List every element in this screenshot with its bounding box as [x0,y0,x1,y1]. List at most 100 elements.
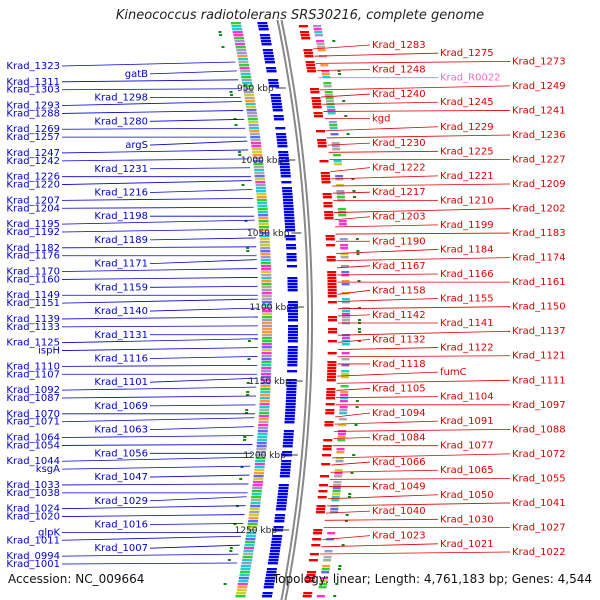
marker-dash [229,550,233,552]
gene-label-right: Krad_1210 [440,195,494,206]
cog-block [261,370,272,373]
reverse-gene [311,97,321,100]
cog-block-right [323,556,332,559]
cog-block [256,196,267,199]
cog-block [261,295,272,298]
cog-block [261,334,272,337]
leader-line-right [337,330,511,336]
forward-gene [258,25,269,28]
gene-label-right: Krad_1150 [512,302,566,313]
leader-line-right [337,265,371,269]
cog-block-right [338,214,347,217]
cog-block [242,82,253,85]
cog-block [255,460,266,463]
cog-block [256,451,266,454]
leader-line-right [335,224,439,228]
gene-label-left: Krad_1288 [6,108,60,119]
forward-gene [280,466,291,469]
gene-label-left: Krad_1101 [94,377,148,388]
forward-gene [287,286,298,289]
forward-gene [287,349,298,352]
cog-block [257,208,268,211]
gene-label-right: Krad_1094 [372,408,426,419]
forward-gene [269,553,280,556]
reverse-gene [327,364,337,367]
forward-gene [284,415,295,418]
reverse-gene [327,280,337,283]
cog-block [260,388,271,391]
cog-block [261,352,272,355]
gene-label-left: Krad_1029 [94,496,148,507]
gene-label-right: kgd [372,114,391,125]
forward-gene [285,403,296,406]
forward-gene [273,529,283,532]
forward-gene [285,226,295,229]
cog-block [255,184,266,187]
cog-block-right [341,298,350,301]
leader-line-left [61,444,253,446]
cog-block [254,466,265,469]
cog-block-right [338,220,347,223]
leader-line-left [61,553,239,557]
forward-gene [273,526,284,529]
gene-label-left: Krad_1139 [6,314,60,325]
cog-block-right [329,124,338,127]
cog-block [256,193,267,196]
forward-gene [287,346,298,349]
forward-gene [279,160,290,163]
reverse-gene [318,490,328,493]
gene-label-right: Krad_1167 [372,261,426,272]
cog-block [237,55,248,58]
cog-block [247,118,258,121]
cog-block-right [313,28,322,31]
gene-label-right: Krad_1209 [512,179,566,190]
forward-gene [267,562,278,565]
cog-block-right [335,178,344,181]
cog-block [260,376,271,379]
cog-block [251,496,262,499]
cog-block [261,301,272,304]
forward-gene [281,454,292,457]
reverse-gene [324,214,334,217]
leader-line-left [61,268,258,272]
marker-dash [221,46,225,48]
forward-gene [271,100,282,103]
cog-block-right [322,565,331,568]
gene-label-right: Krad_1183 [512,228,566,239]
leader-line-right [334,216,371,221]
reverse-gene [316,505,326,508]
marker-dash [347,496,351,498]
gene-label-left: argS [125,140,148,151]
cog-block-right [317,46,326,49]
cog-block-right [324,550,333,553]
reverse-gene [327,277,337,280]
gene-label-left: Krad_1016 [94,519,148,530]
forward-gene [287,370,298,373]
leader-line-right [336,396,439,399]
cog-block [245,541,255,544]
cog-block [250,502,261,505]
forward-gene [270,544,281,547]
forward-gene [287,358,298,361]
cog-block [262,331,272,334]
cog-block [247,115,258,118]
gene-label-right: Krad_1199 [440,220,494,231]
leader-line-left [61,88,240,91]
leader-line-left [61,483,249,486]
forward-gene [263,55,274,58]
gene-label-left: Krad_1110 [6,361,60,372]
leader-line-left [61,347,258,351]
marker-dash [246,247,250,249]
cog-block [262,310,272,313]
reverse-gene [313,112,323,115]
tick-label: 1000 kbp [241,156,284,166]
cog-block-right [323,82,332,85]
cog-block [261,307,272,310]
cog-block [260,244,270,247]
gene-label-right: Krad_1065 [440,465,494,476]
cog-block-right [336,448,345,451]
cog-block [261,292,272,295]
leader-line-right [326,134,511,139]
reverse-gene [319,160,329,163]
cog-block-right [339,406,348,409]
